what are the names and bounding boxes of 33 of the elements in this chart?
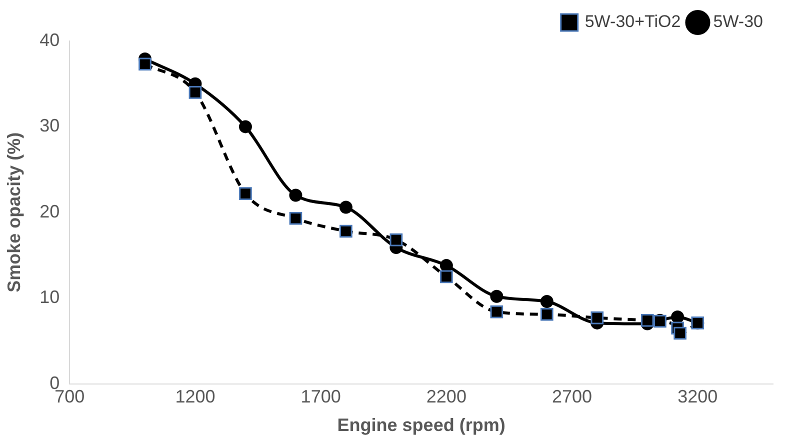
point bbox=[540, 295, 554, 308]
y-tick-label: 0 bbox=[50, 372, 60, 393]
x-axis-title: Engine speed (rpm) bbox=[337, 415, 506, 436]
point bbox=[188, 86, 202, 99]
y-tick-label: 10 bbox=[40, 287, 60, 308]
point bbox=[540, 308, 554, 321]
point bbox=[390, 233, 403, 246]
point bbox=[590, 311, 604, 324]
x-tick-label: 2200 bbox=[426, 386, 466, 407]
point bbox=[674, 326, 686, 340]
y-axis-title: Smoke opacity (%) bbox=[4, 132, 24, 292]
point bbox=[490, 305, 504, 318]
y-tick-label: 40 bbox=[40, 30, 60, 50]
point bbox=[440, 270, 453, 284]
point bbox=[289, 212, 302, 225]
x-tick-label: 2700 bbox=[552, 386, 592, 407]
x-tick-label: 1700 bbox=[300, 386, 341, 407]
point bbox=[289, 188, 302, 202]
point bbox=[238, 120, 252, 134]
y-tick-label: 30 bbox=[40, 116, 60, 136]
x-tick-label: 1200 bbox=[175, 386, 216, 407]
y-tick-label: 20 bbox=[40, 201, 60, 222]
point bbox=[671, 310, 684, 324]
point bbox=[239, 187, 252, 200]
point bbox=[490, 290, 504, 303]
point bbox=[440, 259, 453, 272]
point bbox=[640, 314, 654, 327]
legend-label: 5W-30+TiO2 bbox=[584, 12, 681, 32]
legend-label: 5W-30 bbox=[713, 12, 763, 32]
point bbox=[340, 224, 352, 238]
x-tick-label: 3200 bbox=[678, 386, 718, 407]
point bbox=[138, 58, 152, 71]
point bbox=[339, 200, 352, 214]
